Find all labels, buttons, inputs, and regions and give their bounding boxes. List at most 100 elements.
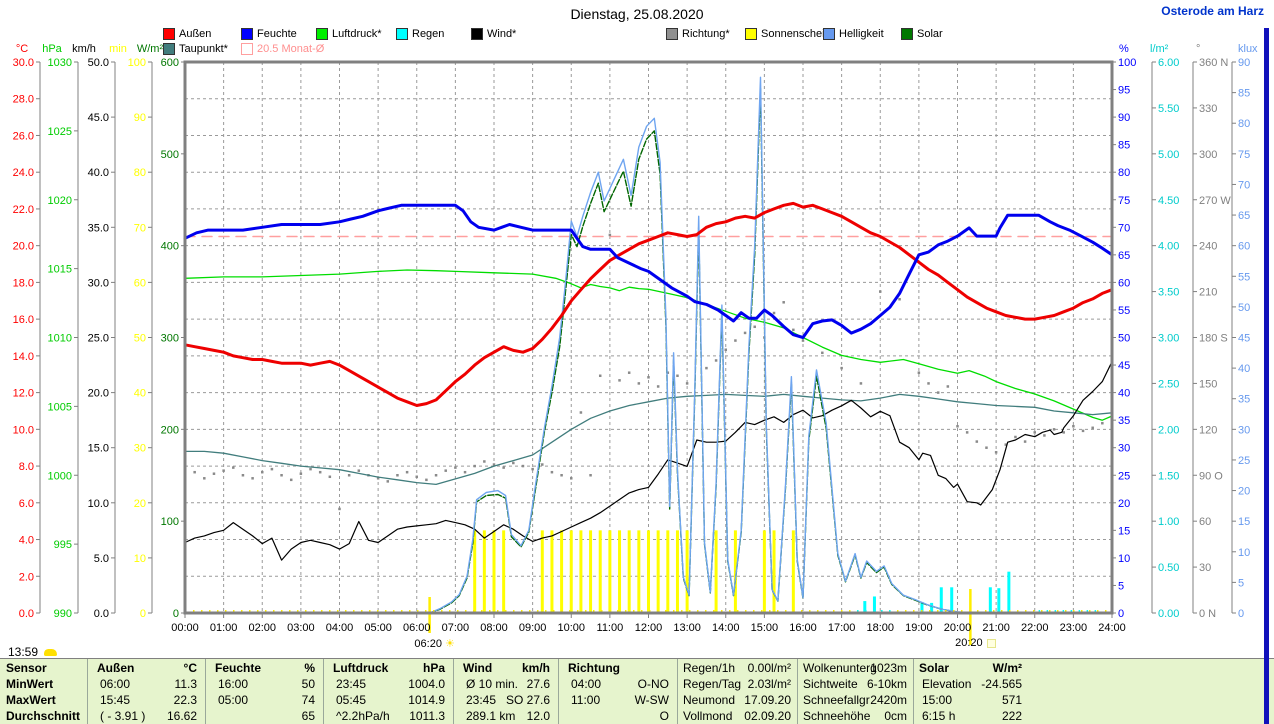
- sunset-time: 20:20: [955, 637, 983, 649]
- svg-text:0: 0: [140, 608, 146, 620]
- legend-label: Regen: [412, 28, 445, 40]
- svg-text:18:00: 18:00: [866, 622, 894, 634]
- legend-swatch: [745, 28, 757, 40]
- svg-text:0.50: 0.50: [1158, 562, 1179, 574]
- stat-value: 17.09.20: [744, 693, 791, 707]
- stat-value: 50: [301, 677, 315, 691]
- svg-text:09:00: 09:00: [519, 622, 547, 634]
- sunrise-label: 06:20 ☀: [395, 637, 475, 651]
- svg-text:6.00: 6.00: [1158, 57, 1179, 69]
- stat-time: 04:00: [571, 677, 602, 691]
- stat-value: 12.0: [526, 709, 550, 723]
- stat-value: 0.00l/m²: [747, 661, 791, 675]
- svg-text:200: 200: [161, 424, 179, 436]
- svg-text:65: 65: [1238, 210, 1250, 222]
- stat-time: 23:45: [336, 677, 367, 691]
- stat-value: O-NO: [637, 677, 669, 691]
- table-divider: [913, 659, 914, 724]
- stat-time: 05:45: [336, 693, 367, 707]
- stat-value: 22.3: [173, 693, 197, 707]
- stat-value: 1004.0: [408, 677, 445, 691]
- stat-time: 11:00: [571, 693, 601, 707]
- svg-text:°C: °C: [16, 43, 28, 55]
- svg-text:20: 20: [1238, 486, 1250, 498]
- legend-label: Helligkeit: [839, 28, 884, 40]
- table-divider: [797, 659, 798, 724]
- svg-text:3.50: 3.50: [1158, 287, 1179, 299]
- svg-text:1020: 1020: [48, 195, 72, 207]
- page-title: Dienstag, 25.08.2020: [570, 6, 704, 22]
- stat-value: W-SW: [634, 693, 669, 707]
- svg-text:03:00: 03:00: [287, 622, 315, 634]
- col-header: Luftdruck: [333, 661, 389, 675]
- gridlines: [185, 62, 1112, 613]
- legend-swatch: [241, 28, 253, 40]
- axis-unit-labels: °C hPa km/h min W/m²% l/m² ° klux: [16, 43, 1258, 55]
- svg-text:330: 330: [1199, 103, 1217, 115]
- series-helligkeit: [428, 76, 971, 614]
- svg-text:13:00: 13:00: [673, 622, 701, 634]
- stat-label: Schneehöhe: [803, 709, 871, 723]
- svg-text:80: 80: [1118, 167, 1130, 179]
- stat-value: 6-10km: [866, 677, 907, 691]
- svg-text:5: 5: [1238, 577, 1244, 589]
- svg-text:40: 40: [1238, 363, 1250, 375]
- svg-text:11:00: 11:00: [597, 622, 624, 634]
- svg-text:0.0: 0.0: [19, 608, 34, 620]
- svg-text:95: 95: [1118, 85, 1130, 97]
- svg-text:24.0: 24.0: [13, 167, 34, 179]
- svg-text:18.0: 18.0: [13, 277, 34, 289]
- svg-text:40: 40: [1118, 388, 1130, 400]
- axis-right-°: 360 N 330 300 270 W 240 210 180 S 150 120 90 O 60 3…: [1192, 57, 1231, 620]
- svg-text:2.00: 2.00: [1158, 424, 1179, 436]
- svg-text:15:00: 15:00: [751, 622, 779, 634]
- svg-text:30: 30: [134, 443, 146, 455]
- legend-label: 20.5 Monat-Ø: [257, 43, 325, 55]
- svg-text:80: 80: [134, 167, 146, 179]
- svg-text:17:00: 17:00: [828, 622, 856, 634]
- sunset-icon: [986, 638, 996, 648]
- legend-item-2-1: 20.5 Monat-Ø: [241, 43, 324, 55]
- svg-text:15.0: 15.0: [88, 443, 109, 455]
- svg-text:1025: 1025: [48, 126, 72, 138]
- legend-item-1-3: Regen: [396, 28, 444, 40]
- svg-text:16:00: 16:00: [789, 622, 817, 634]
- stat-label: Sichtweite: [803, 677, 858, 691]
- svg-text:70: 70: [1238, 179, 1250, 191]
- svg-text:0.00: 0.00: [1158, 608, 1179, 620]
- series-wind: [184, 361, 1113, 561]
- svg-text:990: 990: [54, 608, 72, 620]
- series-feuchte: [183, 203, 1114, 339]
- svg-text:1.50: 1.50: [1158, 470, 1179, 482]
- svg-text:50: 50: [134, 333, 146, 345]
- svg-text:26.0: 26.0: [13, 130, 34, 142]
- svg-text:12:00: 12:00: [635, 622, 663, 634]
- row-label: Sensor: [6, 661, 47, 675]
- svg-text:22.0: 22.0: [13, 204, 34, 216]
- series-taupunkt: [184, 393, 1113, 486]
- svg-text:1030: 1030: [48, 57, 72, 69]
- col-unit: hPa: [422, 661, 445, 675]
- legend-swatch: [241, 43, 253, 55]
- svg-text:0: 0: [1118, 608, 1124, 620]
- axis-left-W/m²: 600 500 400 300 200 100 0: [161, 57, 185, 620]
- svg-text:00:00: 00:00: [171, 622, 199, 634]
- row-label: MinWert: [6, 677, 54, 691]
- svg-text:04:00: 04:00: [326, 622, 354, 634]
- svg-text:8.0: 8.0: [19, 461, 34, 473]
- svg-text:4.0: 4.0: [19, 535, 34, 547]
- svg-text:08:00: 08:00: [480, 622, 508, 634]
- sunrise-time: 06:20: [414, 637, 442, 650]
- legend-label: Außen: [179, 28, 212, 40]
- svg-text:90: 90: [1238, 57, 1250, 69]
- svg-text:10:00: 10:00: [557, 622, 585, 634]
- legend-swatch: [901, 28, 913, 40]
- svg-text:85: 85: [1118, 140, 1130, 152]
- svg-text:5: 5: [1118, 580, 1124, 592]
- svg-text:25.0: 25.0: [88, 333, 109, 345]
- axis-left-°C: 30.0 28.0 26.0 24.0 22.0 20.0 18.0 16.0 14.0 12.0…: [13, 57, 41, 620]
- col-header: Solar: [919, 661, 950, 675]
- svg-text:35: 35: [1118, 415, 1130, 427]
